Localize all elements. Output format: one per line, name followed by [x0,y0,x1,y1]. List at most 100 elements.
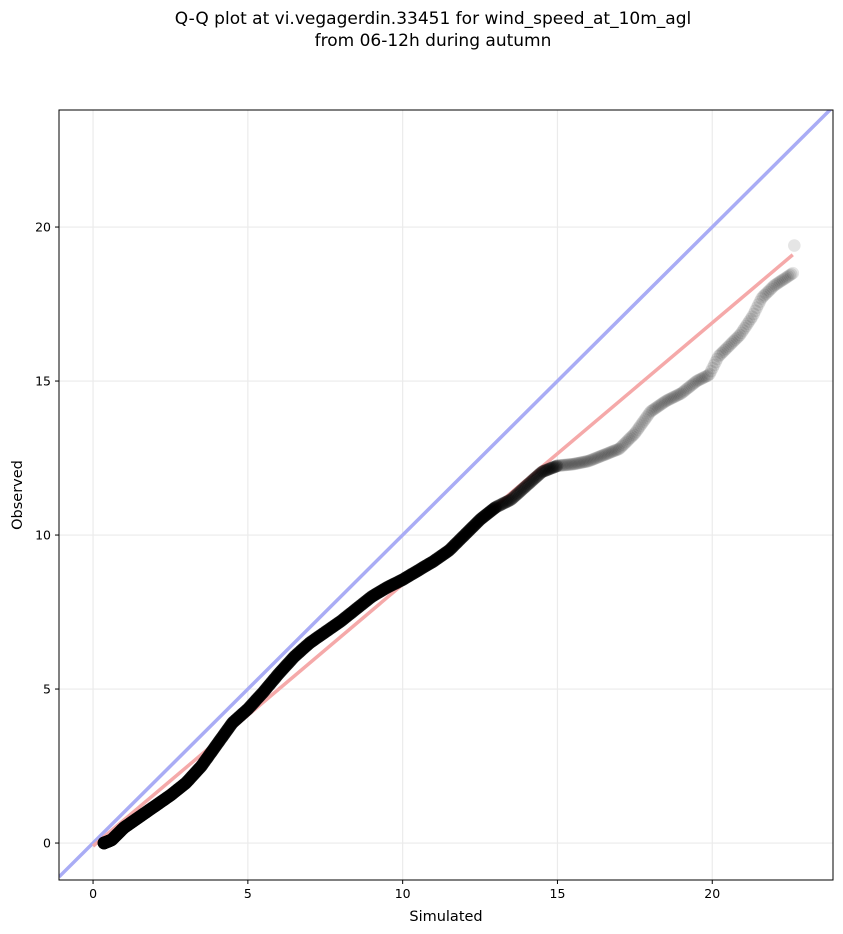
quantile-point [598,448,612,461]
y-tick-label: 20 [35,220,51,235]
quantile-point [500,495,514,509]
quantile-point [507,491,520,504]
quantile-point [579,455,592,469]
quantile-point [548,460,561,474]
quantile-point [536,465,549,479]
quantile-point [583,454,597,467]
quantile-point [614,441,627,454]
quantile-point [593,450,606,464]
quantile-point [640,411,653,424]
quantile-point [501,494,515,508]
quantile-point [586,453,599,466]
quantile-point [694,372,707,386]
quantile-point [516,483,529,496]
x-tick-label: 0 [89,886,97,901]
quantile-point [721,340,734,354]
axis-ticks: 0 5 10 15 20 0 5 10 15 20 [35,220,720,901]
quantile-point [647,403,660,416]
quantile-point [496,497,510,510]
quantile-point [758,288,771,302]
quantile-point [489,501,502,514]
quantile-point [678,384,691,398]
y-tick-label: 15 [35,374,51,389]
quantile-point [666,391,679,405]
quantile-point [761,285,774,299]
quantile-point [770,277,784,291]
quantile-point [533,467,546,481]
quantile-point [641,409,654,422]
quantile-point [622,432,636,446]
quantile-point [700,369,713,383]
quantile-point [569,457,583,470]
quantile-point [565,458,579,471]
quantile-point [772,276,785,289]
chart-title-line1: Q-Q plot at vi.vegagerdin.33451 for wind… [174,9,692,29]
quantile-point [615,439,629,453]
quantile-point [494,498,507,512]
quantile-point [730,331,744,345]
quantile-point [635,417,649,430]
quantile-point [645,404,659,417]
quantile-point [492,499,506,512]
quantile-point [689,375,703,388]
quantile-point [769,278,782,292]
chart-title: Q-Q plot at vi.vegagerdin.33451 for wind… [0,8,843,52]
reference-lines [59,110,833,879]
quantile-point [625,430,639,443]
quantile-point [753,295,767,308]
grid [59,110,833,880]
quantile-point [508,490,521,503]
quantile-point [498,496,511,510]
quantile-point [513,485,527,499]
quantile-point [550,459,564,473]
y-axis-label: Observed [10,460,26,530]
quantile-point [576,455,590,469]
quantile-point [512,486,525,500]
quantile-point [651,400,665,413]
quantile-point [504,493,518,507]
quantile-point [682,381,695,394]
quantile-point [503,494,516,507]
quantile-point [663,392,676,406]
quantile-point [766,281,779,294]
quantile-point [716,345,730,359]
quantile-point [664,392,678,405]
quantile-point [715,346,728,360]
x-tick-label: 15 [550,886,566,901]
quantile-point [654,398,668,411]
y-tick-label: 10 [35,528,51,543]
quantile-point [545,461,558,475]
quantile-point [600,447,613,461]
quantile-point [642,407,656,420]
quantile-point [620,435,633,449]
quantile-point [556,458,569,472]
quantile-point [729,333,742,346]
x-tick-label: 5 [244,886,252,901]
quantile-point [495,497,509,511]
quantile-point [657,396,670,409]
x-tick-label: 20 [704,886,720,901]
quantile-point [617,438,630,452]
quantile-point [742,315,756,328]
quantile-point [591,451,605,464]
quantile-point [572,456,586,470]
quantile-point [660,394,673,408]
y-tick-label: 5 [43,682,51,697]
quantile-point [552,459,565,472]
quantile-point [514,484,528,497]
quantile-point [578,455,591,469]
quantile-point [603,446,616,460]
quantile-point [775,274,788,287]
plot-frame [58,109,834,881]
quantile-point [667,390,681,404]
quantile-point [628,427,642,440]
quantile-point [745,310,759,324]
quantile-point [679,383,692,397]
quantile-point [676,385,690,399]
quantile-point [604,445,617,459]
quantile-point [724,337,738,351]
quantile-point [568,457,581,471]
quantile-point [688,376,701,390]
quantile-point [546,461,560,474]
quantile-point [573,456,587,470]
